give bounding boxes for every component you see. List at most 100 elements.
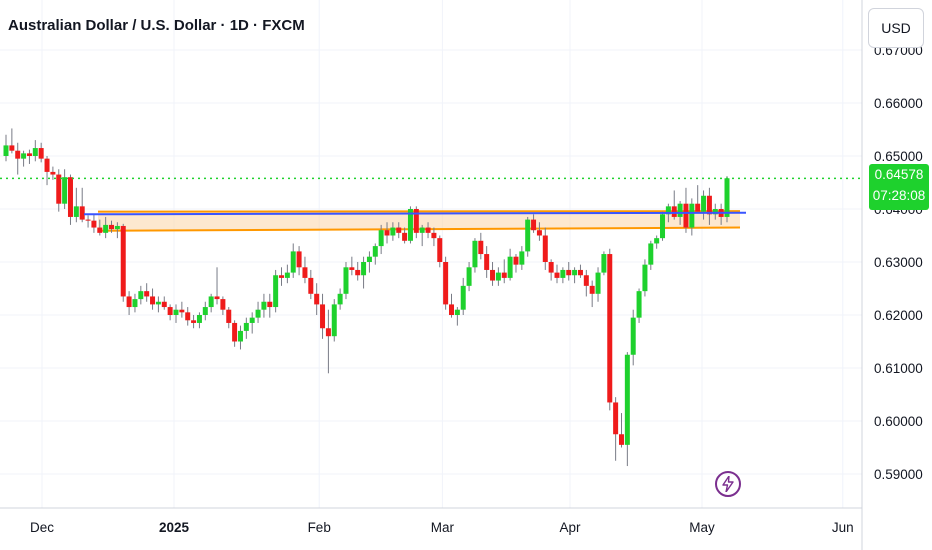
chart-title: Australian Dollar / U.S. Dollar · 1D · F… (8, 17, 305, 34)
x-tick-label: Mar (431, 520, 455, 535)
candle-body (273, 275, 279, 308)
candle-body (384, 230, 390, 236)
candle-body (284, 272, 290, 278)
candle-body (507, 256, 513, 278)
candle-body (536, 230, 542, 236)
y-tick-label: 0.62000 (874, 308, 923, 323)
candle-body (577, 269, 583, 276)
candle-body (349, 267, 355, 270)
candle-body (173, 309, 179, 315)
candle-body (44, 158, 50, 172)
candle-body (525, 219, 531, 252)
candle-body (361, 262, 367, 276)
candle-body (542, 235, 548, 262)
candle-body (243, 322, 249, 331)
candle-body (431, 232, 437, 239)
candle-body (665, 206, 671, 215)
candle-body (454, 309, 460, 315)
candle-body (407, 209, 413, 241)
y-tick-label: 0.61000 (874, 361, 923, 376)
candle-body (21, 153, 27, 159)
candle-body (724, 178, 730, 217)
candle-body (50, 171, 56, 175)
candle-body (413, 209, 419, 233)
candle-body (425, 227, 431, 233)
time-axis[interactable]: Dec 2025 Feb Mar Apr May Jun (0, 507, 862, 535)
x-tick-label: May (689, 520, 715, 535)
candle-body (706, 195, 712, 215)
candle-body (26, 153, 32, 156)
candle-body (9, 145, 15, 151)
candle-body (443, 262, 449, 305)
candle-body (701, 195, 707, 212)
candle-body (261, 301, 267, 310)
candle-body (695, 203, 701, 212)
candle-body (601, 254, 607, 273)
candle-body (437, 238, 443, 262)
price-axis[interactable]: 0.590000.600000.610000.620000.630000.640… (861, 0, 923, 550)
candle-body (548, 262, 554, 273)
candle-body (618, 434, 624, 445)
candle-body (279, 275, 285, 278)
candle-body (636, 291, 642, 318)
candle-body (595, 272, 601, 294)
candle-body (372, 246, 378, 257)
chart-overlays (0, 177, 862, 216)
candle-body (689, 203, 695, 228)
candle-body (572, 269, 578, 276)
candle-body (255, 309, 261, 318)
candle-body (495, 272, 501, 281)
candle-body (202, 307, 208, 315)
candle-body (630, 317, 636, 355)
candle-body (331, 304, 337, 337)
candle-body (419, 227, 425, 233)
candle-body (32, 148, 38, 156)
candle-body (120, 225, 126, 297)
x-tick-label: Apr (559, 520, 581, 535)
candle-body (167, 307, 173, 315)
candle-body (501, 272, 507, 278)
candle-body (531, 219, 537, 231)
candle-body (208, 296, 214, 308)
candlestick-series (3, 128, 730, 467)
candle-body (85, 219, 91, 221)
candle-body (589, 285, 595, 294)
candle-body (472, 240, 478, 268)
candle-body (624, 354, 630, 445)
candle-body (109, 224, 115, 230)
currency-button[interactable]: USD (868, 8, 924, 48)
candle-body (337, 293, 343, 305)
resistance-band-bottom (97, 226, 741, 232)
candle-body (138, 291, 144, 300)
resistance-band-top (97, 210, 741, 213)
candle-body (15, 150, 21, 159)
candle-body (519, 251, 525, 265)
candle-body (554, 272, 560, 278)
candle-body (607, 254, 613, 403)
lightning-bolt-icon[interactable] (715, 471, 741, 497)
candle-body (91, 220, 97, 228)
candle-body (144, 291, 150, 297)
x-tick-label: 2025 (159, 520, 190, 535)
candle-body (654, 238, 660, 244)
candle-body (484, 254, 490, 270)
chart-grid (0, 0, 862, 508)
candle-body (308, 277, 314, 294)
candle-body (460, 285, 466, 310)
candle-body (466, 267, 472, 286)
trend-line (83, 211, 747, 216)
candle-body (161, 301, 167, 308)
candle-body (150, 296, 156, 305)
candle-body (712, 209, 718, 215)
candle-body (62, 177, 68, 204)
candle-body (513, 256, 519, 265)
last-price-value: 0.64578 (874, 167, 924, 182)
candle-body (3, 145, 9, 156)
candle-body (613, 402, 619, 435)
x-tick-label: Jun (832, 520, 854, 535)
candle-body (478, 240, 484, 255)
candle-body (155, 301, 161, 305)
candle-body (343, 267, 349, 294)
y-tick-label: 0.63000 (874, 255, 923, 270)
